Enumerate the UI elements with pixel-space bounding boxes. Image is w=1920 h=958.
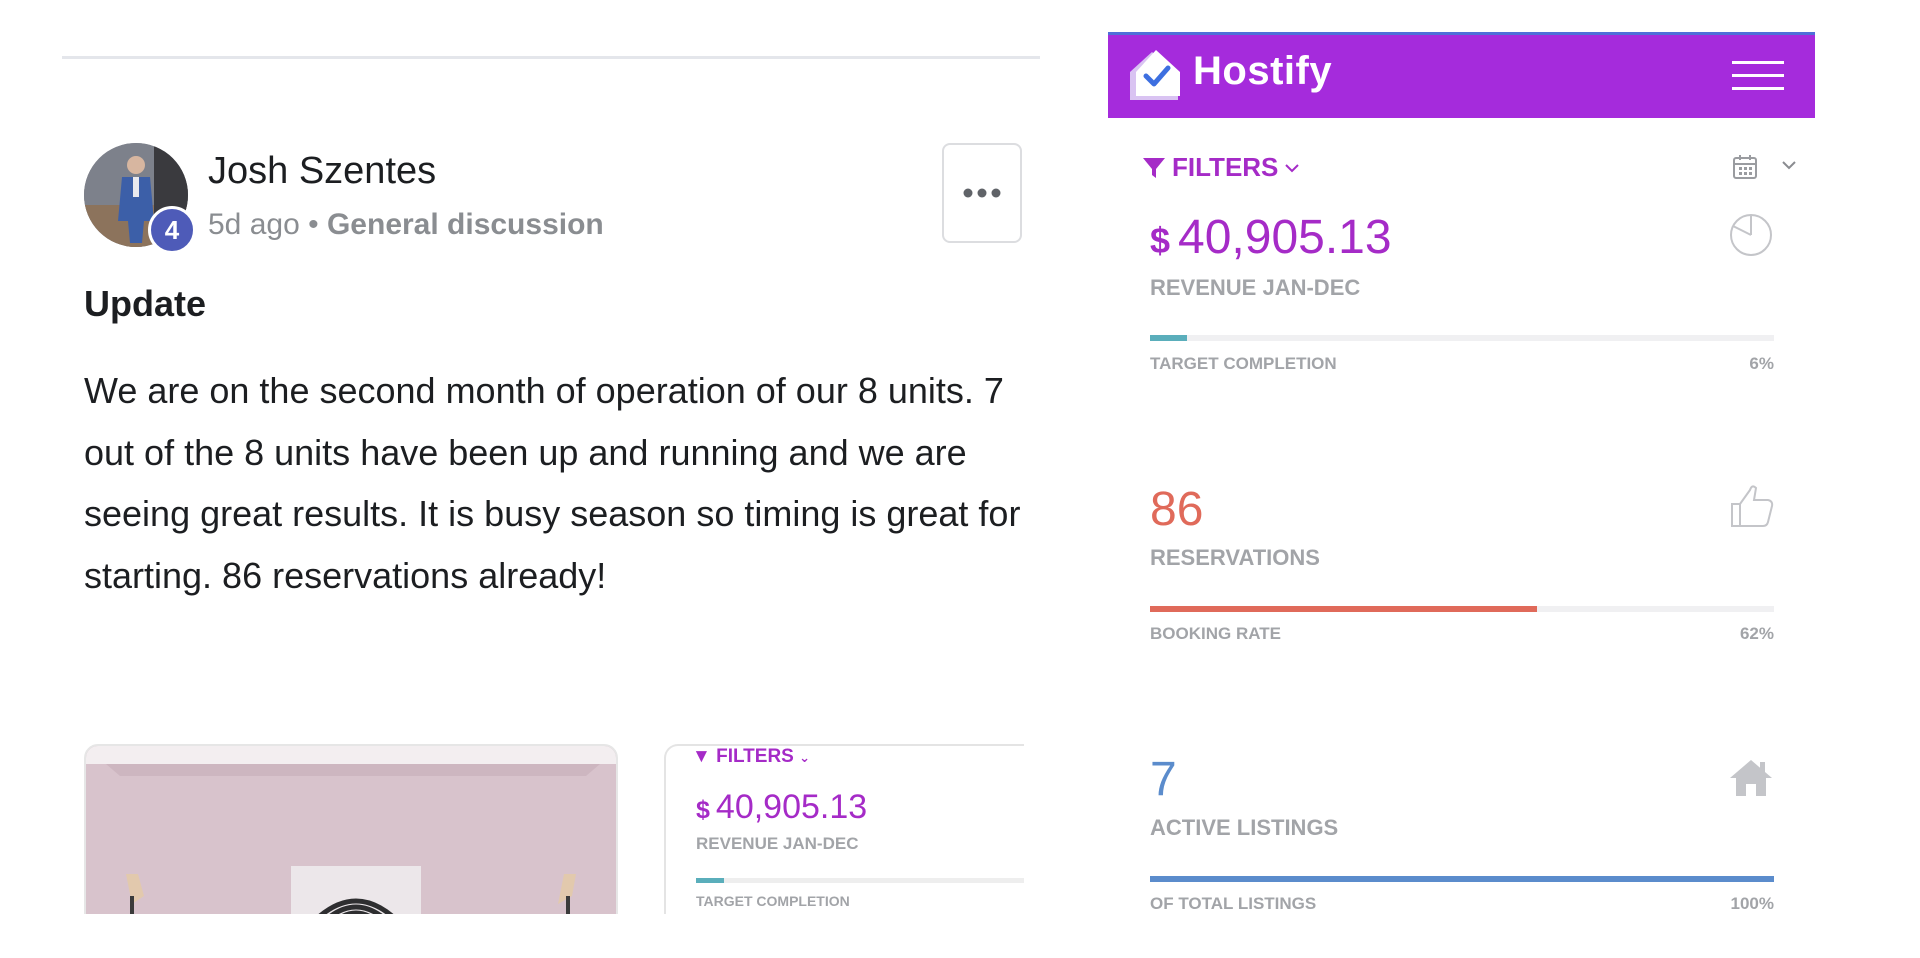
- preview-progress-fill: [696, 878, 724, 883]
- level-badge: 4: [148, 206, 196, 254]
- post-title: Update: [84, 283, 207, 324]
- preview-target-label: TARGET COMPLETION: [696, 893, 850, 909]
- photo-attachment[interactable]: [84, 744, 618, 914]
- pie-chart-icon: [1730, 214, 1772, 256]
- listings-progress-fill: [1150, 876, 1774, 882]
- brand-name[interactable]: Hostify: [1193, 49, 1333, 93]
- total-listings-label: OF TOTAL LISTINGS: [1150, 894, 1317, 913]
- preview-filters-label: FILTERS: [716, 746, 794, 767]
- home-icon: [1730, 760, 1772, 796]
- active-listings-label: ACTIVE LISTINGS: [1150, 815, 1339, 840]
- hamburger-menu-icon[interactable]: [1732, 61, 1784, 91]
- preview-revenue: $40,905.13: [696, 788, 867, 827]
- hostify-dashboard: Hostify FILTERS $40,905.13 REVENUE JAN-D…: [1108, 32, 1815, 958]
- calendar-chevron-icon[interactable]: [1781, 160, 1797, 170]
- calendar-icon[interactable]: [1732, 154, 1758, 180]
- preview-filters: ▼ FILTERS ⌄: [692, 746, 810, 768]
- preview-revenue-label: REVENUE JAN-DEC: [696, 834, 859, 853]
- target-completion-percent: 6%: [1749, 354, 1774, 373]
- revenue-value: $40,905.13: [1150, 210, 1392, 265]
- booking-rate-label: BOOKING RATE: [1150, 624, 1281, 643]
- app-header: Hostify: [1108, 32, 1815, 118]
- filters-dropdown[interactable]: FILTERS: [1142, 152, 1300, 183]
- thumbs-up-icon: [1731, 485, 1774, 527]
- target-progress-track: [1150, 335, 1774, 341]
- revenue-currency: $: [1150, 220, 1171, 261]
- preview-currency: $: [696, 796, 710, 824]
- filters-label: FILTERS: [1172, 152, 1279, 182]
- community-post: 4 Josh Szentes 5d ago • General discussi…: [62, 0, 1042, 958]
- reservations-value: 86: [1150, 483, 1204, 536]
- reservations-label: RESERVATIONS: [1150, 545, 1320, 570]
- preview-chevron-icon: ⌄: [799, 750, 811, 765]
- more-options-button[interactable]: [942, 143, 1022, 243]
- listings-progress-track: [1150, 876, 1774, 882]
- room-photo: [86, 746, 616, 914]
- target-completion-label: TARGET COMPLETION: [1150, 354, 1337, 373]
- author-name[interactable]: Josh Szentes: [208, 150, 437, 192]
- category-link[interactable]: General discussion: [326, 208, 604, 241]
- meta-separator: •: [308, 208, 319, 241]
- booking-progress-track: [1150, 606, 1774, 612]
- post-meta: 5d ago • General discussion: [208, 208, 604, 242]
- target-progress-fill: [1150, 335, 1188, 341]
- preview-progress-track: [696, 878, 1024, 883]
- booking-rate-percent: 62%: [1739, 624, 1774, 643]
- preview-filter-icon: ▼: [692, 746, 711, 767]
- divider: [62, 56, 1040, 59]
- time-ago: 5d ago: [208, 208, 300, 241]
- hostify-logo-icon: [1130, 50, 1180, 100]
- chevron-down-icon: [1285, 163, 1300, 172]
- attachments: ▼ FILTERS ⌄ $40,905.13 REVENUE JAN-DEC T…: [84, 744, 1024, 914]
- filter-icon: [1143, 157, 1165, 178]
- preview-revenue-value: 40,905.13: [715, 788, 868, 826]
- active-listings-value: 7: [1150, 753, 1177, 806]
- total-listings-percent: 100%: [1730, 894, 1774, 913]
- revenue-label: REVENUE JAN-DEC: [1150, 275, 1361, 300]
- revenue-amount: 40,905.13: [1178, 211, 1392, 264]
- screenshot-attachment[interactable]: ▼ FILTERS ⌄ $40,905.13 REVENUE JAN-DEC T…: [664, 744, 1024, 914]
- ellipsis-icon: [963, 188, 1001, 198]
- booking-progress-fill: [1150, 606, 1537, 612]
- post-body: We are on the second month of operation …: [84, 370, 1021, 596]
